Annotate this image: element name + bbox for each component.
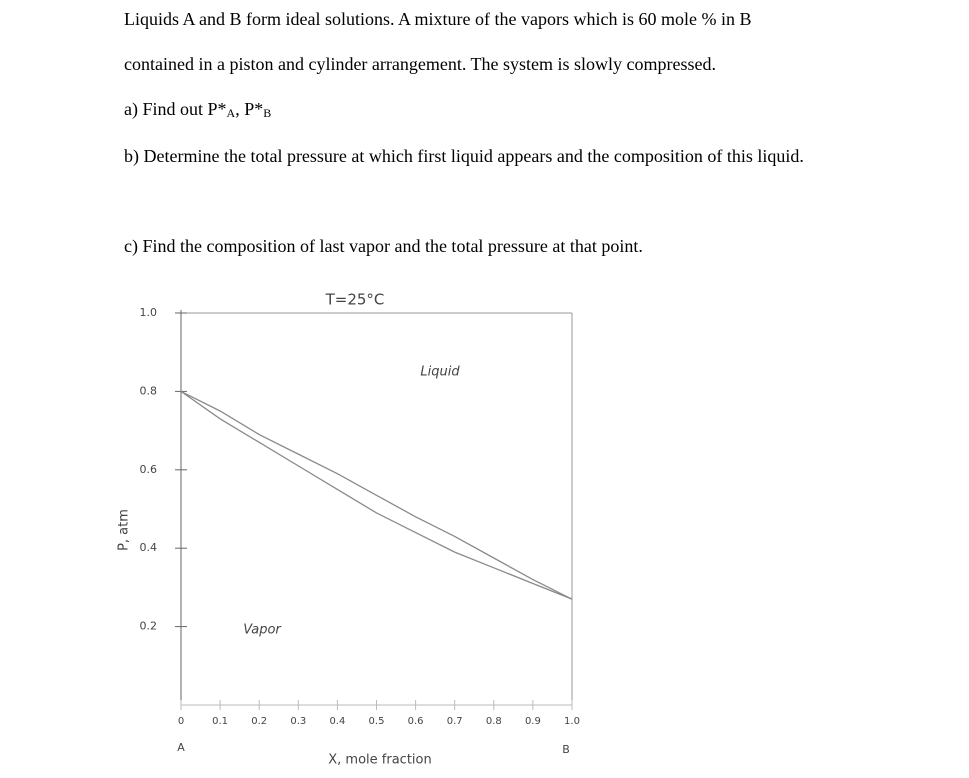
x-tick-label: 0.7 [447,716,463,727]
text: Liquids A and B form ideal solutions. A … [124,9,752,29]
paragraph: contained in a piston and cylinder arran… [124,54,716,75]
line [180,390,573,600]
subscript: A [226,106,236,120]
line [180,390,573,600]
x-tick-label: 0 [178,716,184,727]
x-axis-label: X, mole fraction [328,753,431,768]
text: , P* [235,99,264,119]
x-tick-label: 0.2 [251,716,267,727]
x-tick-label: 0.8 [486,716,502,727]
subscript: B [263,106,272,120]
paragraph: b) Determine the total pressure at which… [124,133,850,179]
x-end-label: B [562,743,570,756]
paragraph: c) Find the composition of last vapor an… [124,236,643,257]
x-end-label: A [177,741,185,754]
text: contained in a piston and cylinder arran… [124,54,717,74]
region-label: Vapor [243,623,282,638]
x-tick-label: 0.9 [525,716,541,727]
x-tick-label: 0.6 [408,716,424,727]
y-tick-label: 0.8 [140,384,158,397]
y-tick-label: 0.4 [140,541,158,554]
paragraph: a) Find out P*A, P*B [124,99,271,121]
text: c) Find the composition of last vapor an… [124,236,643,256]
text: b) Determine the total pressure at which… [124,146,804,166]
x-tick-label: 1.0 [564,716,580,727]
chart-title: T=25°C [325,291,385,309]
y-tick-label: 0.2 [140,620,158,633]
region-label: Liquid [420,365,460,380]
x-tick-label: 0.4 [329,716,345,727]
paragraph: Liquids A and B form ideal solutions. A … [124,9,751,30]
text: a) Find out P* [124,99,227,119]
x-tick-label: 0.5 [369,716,385,727]
y-axis-label: P, atm [117,509,132,551]
x-tick-label: 0.3 [290,716,306,727]
y-tick-label: 1.0 [140,306,158,319]
x-tick-label: 0.1 [212,716,228,727]
y-tick-label: 0.6 [140,463,158,476]
